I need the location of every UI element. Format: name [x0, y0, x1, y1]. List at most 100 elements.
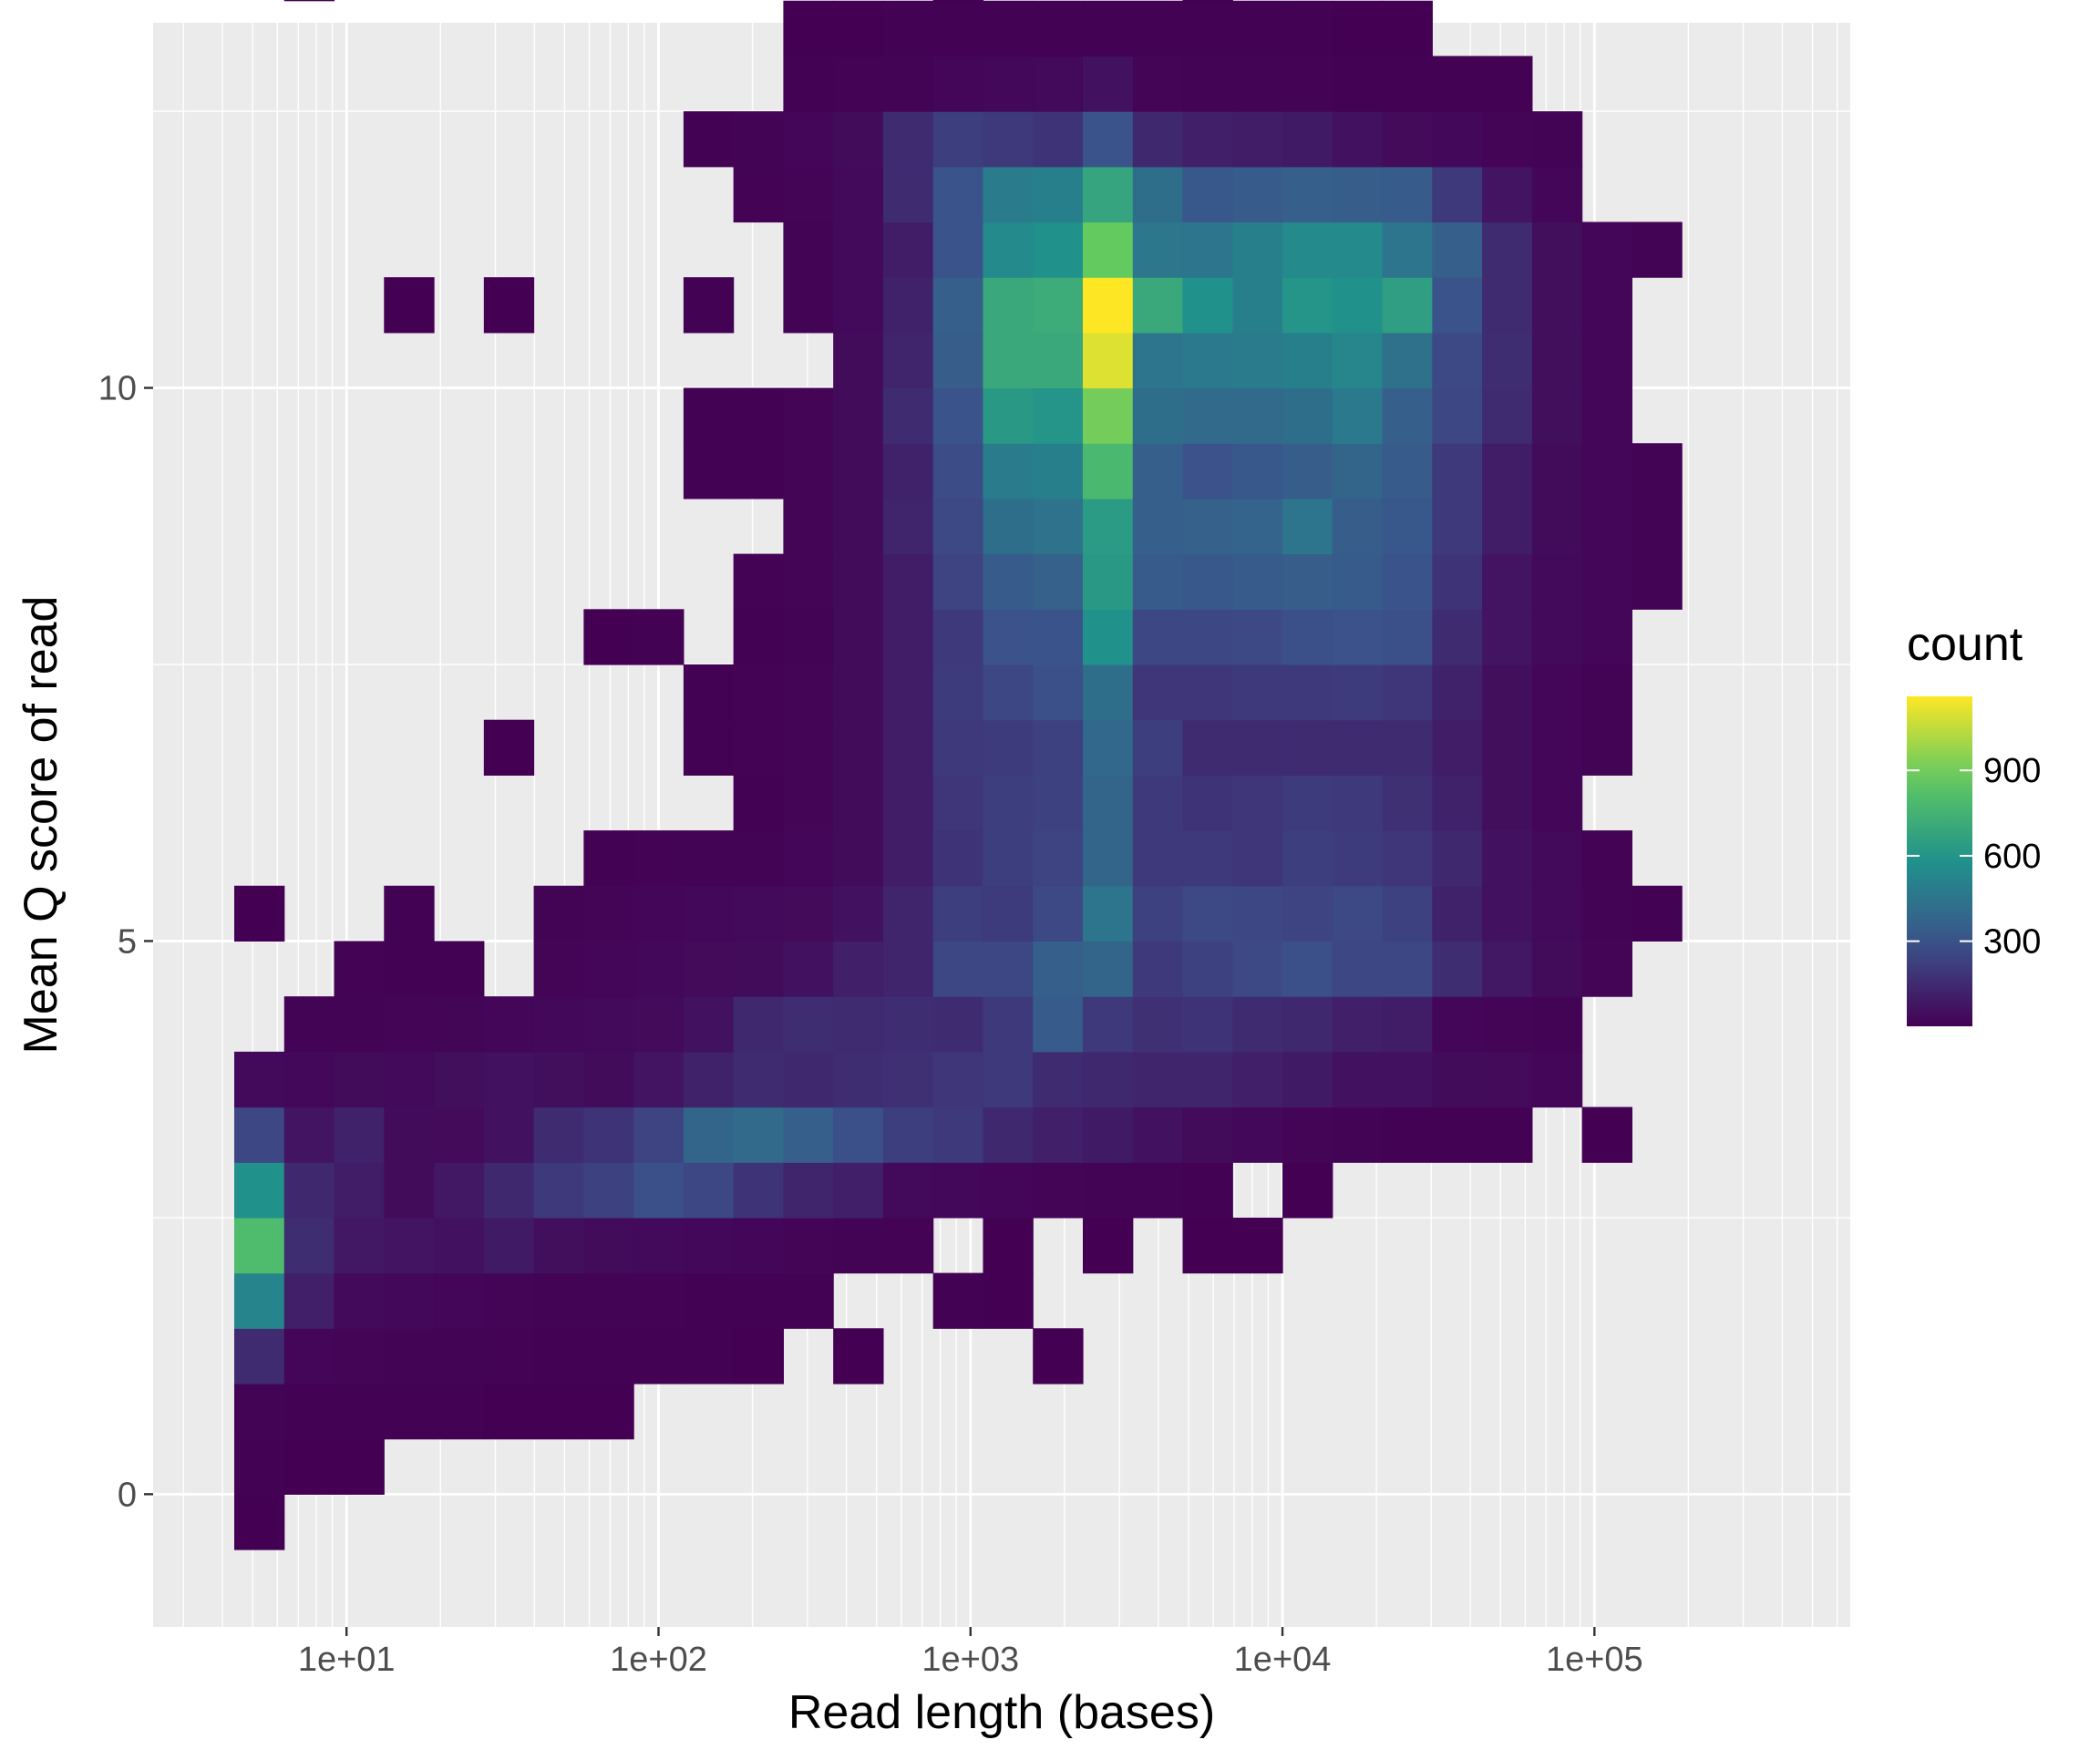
heatmap-cell [783, 1217, 834, 1274]
heatmap-cell [733, 609, 784, 665]
heatmap-cell [1382, 166, 1433, 223]
heatmap-cell [1382, 664, 1433, 721]
heatmap-cell [1531, 221, 1583, 278]
heatmap-cell [1432, 221, 1483, 278]
heatmap-cell [1332, 111, 1384, 168]
heatmap-cell [334, 1051, 385, 1108]
heatmap-cell [882, 387, 934, 444]
heatmap-cell [1033, 830, 1084, 887]
heatmap-cell [1531, 277, 1583, 334]
heatmap-cell [1182, 0, 1233, 2]
heatmap-cell [1482, 719, 1533, 776]
heatmap-cell [983, 1107, 1034, 1163]
heatmap-cell [833, 1162, 884, 1219]
heatmap-cell [1332, 332, 1384, 389]
heatmap-cell [733, 1107, 784, 1163]
heatmap-cell [633, 1217, 685, 1274]
heatmap-cell [1632, 221, 1683, 278]
heatmap-cell [533, 941, 584, 997]
heatmap-cell [1282, 166, 1333, 223]
heatmap-cell [1232, 111, 1283, 168]
heatmap-cell [833, 0, 884, 57]
heatmap-cell [683, 830, 735, 887]
heatmap-cell [384, 941, 435, 997]
heatmap-cell [882, 941, 934, 997]
heatmap-cell [1482, 941, 1533, 997]
heatmap-cell [1232, 498, 1283, 555]
heatmap-cell [1082, 553, 1134, 610]
heatmap-cell [1531, 996, 1583, 1053]
heatmap-cell [733, 719, 784, 776]
heatmap-cell [882, 553, 934, 610]
y-tick-label: 0 [118, 1476, 137, 1514]
heatmap-cell [1282, 0, 1333, 57]
heatmap-cell [1182, 221, 1233, 278]
heatmap-cell [384, 1162, 435, 1219]
heatmap-cell [1531, 885, 1583, 942]
heatmap-cell [434, 1051, 485, 1108]
heatmap-cell [1182, 277, 1233, 334]
heatmap-cell [1082, 498, 1134, 555]
heatmap-cell [1182, 885, 1233, 942]
heatmap-cell [434, 1107, 485, 1163]
heatmap-cell [983, 775, 1034, 831]
heatmap-cell [1232, 1217, 1283, 1274]
heatmap-cell [932, 1162, 984, 1219]
x-tick-label: 1e+04 [1234, 1641, 1332, 1679]
heatmap-cell [1182, 387, 1233, 444]
heatmap-cell [932, 664, 984, 721]
heatmap-cell [1182, 1107, 1233, 1163]
heatmap-cell [1232, 56, 1283, 112]
heatmap-cell [633, 1051, 685, 1108]
heatmap-cell [1531, 775, 1583, 831]
x-tick-label: 1e+02 [610, 1641, 707, 1679]
heatmap-cell [833, 1217, 884, 1274]
heatmap-cell [1432, 885, 1483, 942]
heatmap-cell [1482, 885, 1533, 942]
heatmap-cell [1132, 443, 1184, 499]
heatmap-cell [1132, 111, 1184, 168]
legend-tick-label: 300 [1983, 923, 2041, 962]
heatmap-cell [783, 609, 834, 665]
legend-title: count [1907, 618, 2023, 671]
heatmap-cell [1581, 443, 1632, 499]
heatmap-cell [1282, 1051, 1333, 1108]
heatmap-cell [683, 277, 735, 334]
heatmap-cell [1382, 221, 1433, 278]
heatmap-cell [1482, 830, 1533, 887]
heatmap-cell [1332, 277, 1384, 334]
heatmap-cell [1182, 1051, 1233, 1108]
heatmap-cell [783, 498, 834, 555]
heatmap-cell [882, 775, 934, 831]
heatmap-cell [633, 1162, 685, 1219]
heatmap-cell [1082, 775, 1134, 831]
heatmap-cell [683, 443, 735, 499]
heatmap-cell [932, 1272, 984, 1329]
heatmap-cell [1432, 56, 1483, 112]
heatmap-cell [1132, 996, 1184, 1053]
heatmap-cell [1581, 332, 1632, 389]
heatmap-cell [1432, 387, 1483, 444]
heatmap-cell [1482, 56, 1533, 112]
heatmap-cell [1232, 332, 1283, 389]
heatmap-cell [1482, 664, 1533, 721]
heatmap-cell [1082, 0, 1134, 57]
heatmap-cell [882, 1217, 934, 1274]
heatmap-cell [1282, 719, 1333, 776]
heatmap-cell [1033, 941, 1084, 997]
heatmap-cell [1482, 1107, 1533, 1163]
heatmap-cell [1132, 1107, 1184, 1163]
heatmap-cell [932, 885, 984, 942]
heatmap-cell [1382, 0, 1433, 57]
heatmap-cell [1432, 166, 1483, 223]
heatmap-cell [932, 1107, 984, 1163]
heatmap-cell [434, 1272, 485, 1329]
heatmap-cell [1432, 941, 1483, 997]
heatmap-cell [1332, 996, 1384, 1053]
heatmap-cell [683, 664, 735, 721]
heatmap-cell [483, 719, 535, 776]
heatmap-cell [683, 1107, 735, 1163]
heatmap-cell [1382, 56, 1433, 112]
heatmap-cell [233, 1051, 285, 1108]
heatmap-cell [483, 1162, 535, 1219]
